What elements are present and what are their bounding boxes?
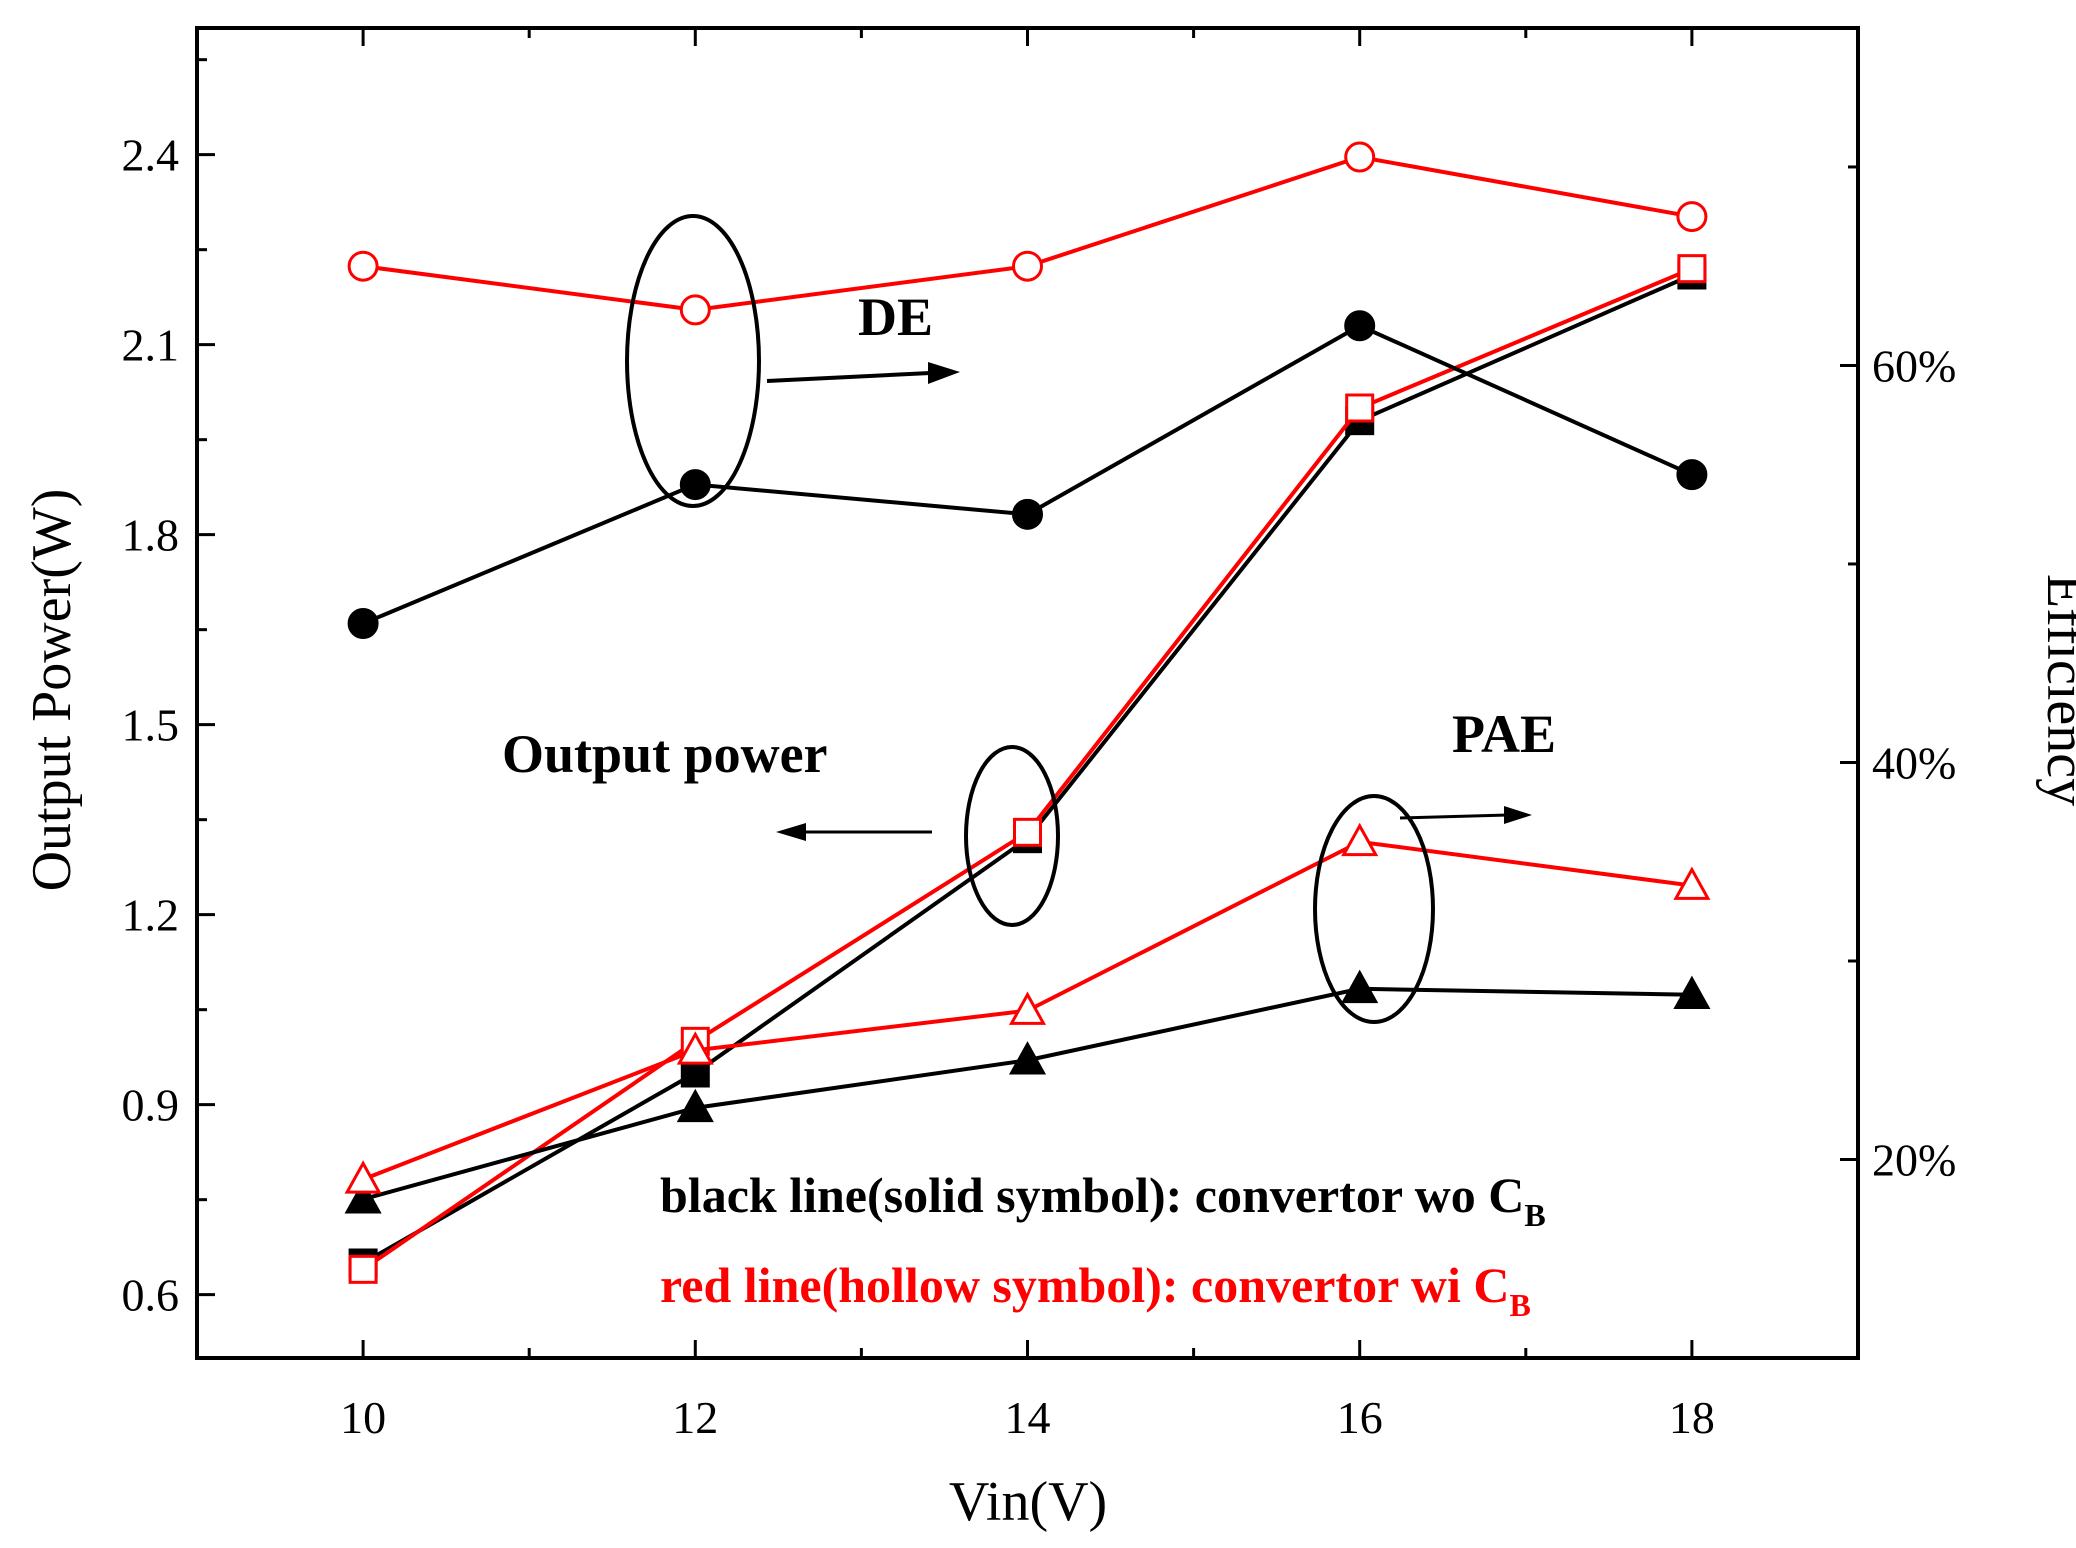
output-power-ellipse — [964, 745, 1060, 927]
data-point — [1012, 250, 1043, 282]
plot-frame — [195, 26, 1860, 1360]
data-point — [1344, 310, 1376, 342]
y-left-tick-label: 0.9 — [122, 1080, 180, 1131]
data-point — [1345, 393, 1375, 423]
y-left-tick-label: 1.2 — [122, 890, 180, 941]
data-point — [1013, 817, 1042, 847]
data-point — [1008, 1041, 1047, 1075]
data-point — [1676, 459, 1708, 491]
data-point — [344, 1160, 382, 1194]
series-3 — [347, 141, 1708, 326]
x-tick-label: 16 — [1337, 1392, 1383, 1443]
legend-note-black-text: black line(solid symbol): convertor wo C — [660, 1167, 1524, 1223]
y-left-axis-title: Output Power(W) — [21, 489, 83, 892]
y-right-tick-label: 20% — [1872, 1134, 1956, 1185]
series-layer — [344, 141, 1711, 1284]
axis-ticks — [195, 28, 1860, 1360]
y-left-tick-label: 2.4 — [122, 130, 180, 181]
tick-labels: 10 12 14 16 18 0.6 0.9 1.2 1.5 1.8 2.1 2.4 20% 40% 60% — [122, 130, 1957, 1443]
output-power-label: Output power — [502, 724, 828, 784]
annotations — [625, 214, 1532, 1024]
series-line — [362, 323, 1693, 626]
data-point — [1677, 254, 1707, 284]
series-line — [362, 154, 1693, 312]
plot-border — [195, 26, 1860, 1360]
legend-note-red-text: red line(hollow symbol): convertor wi C — [660, 1257, 1509, 1313]
series-4 — [344, 969, 1711, 1214]
x-tick-label: 10 — [340, 1392, 386, 1443]
y-left-tick-label: 1.8 — [122, 510, 180, 561]
data-point — [1344, 141, 1376, 173]
pae-ellipse — [1313, 794, 1435, 1024]
pae-arrow — [1399, 806, 1532, 824]
data-point — [679, 469, 711, 501]
de-label: DE — [858, 287, 933, 347]
y-right-axis-title: Efficiency — [2035, 574, 2076, 806]
data-point — [676, 1088, 714, 1123]
data-point — [1008, 991, 1047, 1025]
series-1 — [348, 254, 1707, 1284]
data-point — [348, 1254, 378, 1284]
de-arrow — [766, 362, 960, 384]
x-axis-title: Vin(V) — [949, 1471, 1107, 1533]
pae-label: PAE — [1452, 704, 1556, 764]
x-tick-label: 18 — [1669, 1392, 1715, 1443]
legend-note-black-sub: B — [1524, 1197, 1545, 1233]
data-point — [347, 608, 379, 640]
y-right-tick-label: 40% — [1872, 737, 1956, 788]
legend-note-red: red line(hollow symbol): convertor wi CB — [660, 1257, 1531, 1323]
data-point — [1012, 498, 1043, 530]
data-point — [1341, 822, 1379, 857]
series-5 — [344, 822, 1711, 1194]
y-left-tick-label: 2.1 — [122, 320, 180, 371]
data-point — [679, 294, 711, 326]
y-left-tick-label: 0.6 — [122, 1270, 180, 1321]
data-point — [1673, 975, 1711, 1010]
data-point — [1341, 969, 1379, 1004]
data-point — [344, 1180, 382, 1214]
legend-note-red-sub: B — [1509, 1287, 1530, 1323]
y-right-tick-label: 60% — [1872, 340, 1956, 391]
x-tick-label: 12 — [672, 1392, 718, 1443]
series-2 — [347, 310, 1708, 640]
x-tick-label: 14 — [1005, 1392, 1051, 1443]
y-left-tick-label: 1.5 — [122, 700, 180, 751]
legend-note-black: black line(solid symbol): convertor wo C… — [660, 1167, 1546, 1233]
output-power-arrow — [776, 823, 932, 841]
data-point — [676, 1031, 714, 1065]
de-ellipse — [625, 214, 761, 508]
data-point — [347, 250, 379, 282]
data-point — [1673, 866, 1711, 900]
data-point — [1676, 201, 1708, 233]
